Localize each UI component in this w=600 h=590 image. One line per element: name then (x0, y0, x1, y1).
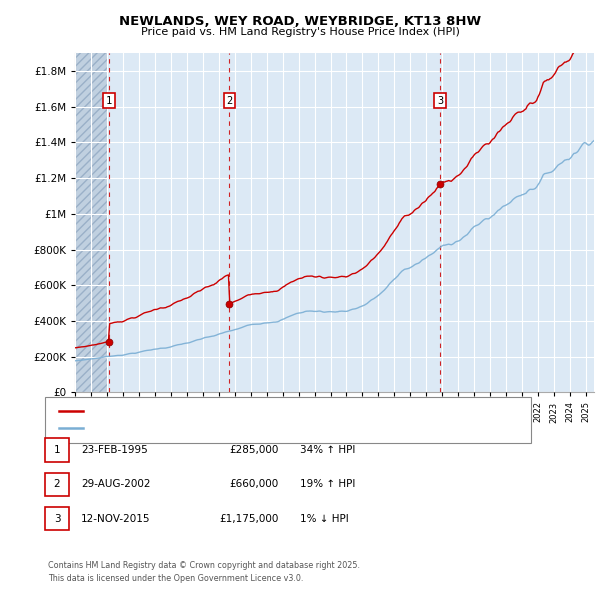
Text: 1% ↓ HPI: 1% ↓ HPI (300, 514, 349, 523)
Text: 23-FEB-1995: 23-FEB-1995 (81, 445, 148, 455)
Text: 2: 2 (226, 96, 232, 106)
Text: 12-NOV-2015: 12-NOV-2015 (81, 514, 151, 523)
Bar (75, 53, 107, 392)
Text: Price paid vs. HM Land Registry's House Price Index (HPI): Price paid vs. HM Land Registry's House … (140, 27, 460, 37)
Text: 3: 3 (53, 514, 61, 523)
Text: 2: 2 (53, 480, 61, 489)
Text: 3: 3 (437, 96, 443, 106)
Text: 1: 1 (106, 96, 112, 106)
Text: NEWLANDS, WEY ROAD, WEYBRIDGE, KT13 8HW (detached house): NEWLANDS, WEY ROAD, WEYBRIDGE, KT13 8HW … (89, 407, 406, 415)
Text: HPI: Average price, detached house, Elmbridge: HPI: Average price, detached house, Elmb… (89, 424, 313, 433)
Text: 19% ↑ HPI: 19% ↑ HPI (300, 480, 355, 489)
Text: £660,000: £660,000 (230, 480, 279, 489)
Text: 29-AUG-2002: 29-AUG-2002 (81, 480, 151, 489)
Text: NEWLANDS, WEY ROAD, WEYBRIDGE, KT13 8HW: NEWLANDS, WEY ROAD, WEYBRIDGE, KT13 8HW (119, 15, 481, 28)
Text: £285,000: £285,000 (230, 445, 279, 455)
Text: Contains HM Land Registry data © Crown copyright and database right 2025.
This d: Contains HM Land Registry data © Crown c… (48, 562, 360, 583)
Text: £1,175,000: £1,175,000 (220, 514, 279, 523)
Text: 1: 1 (53, 445, 61, 455)
Text: 34% ↑ HPI: 34% ↑ HPI (300, 445, 355, 455)
